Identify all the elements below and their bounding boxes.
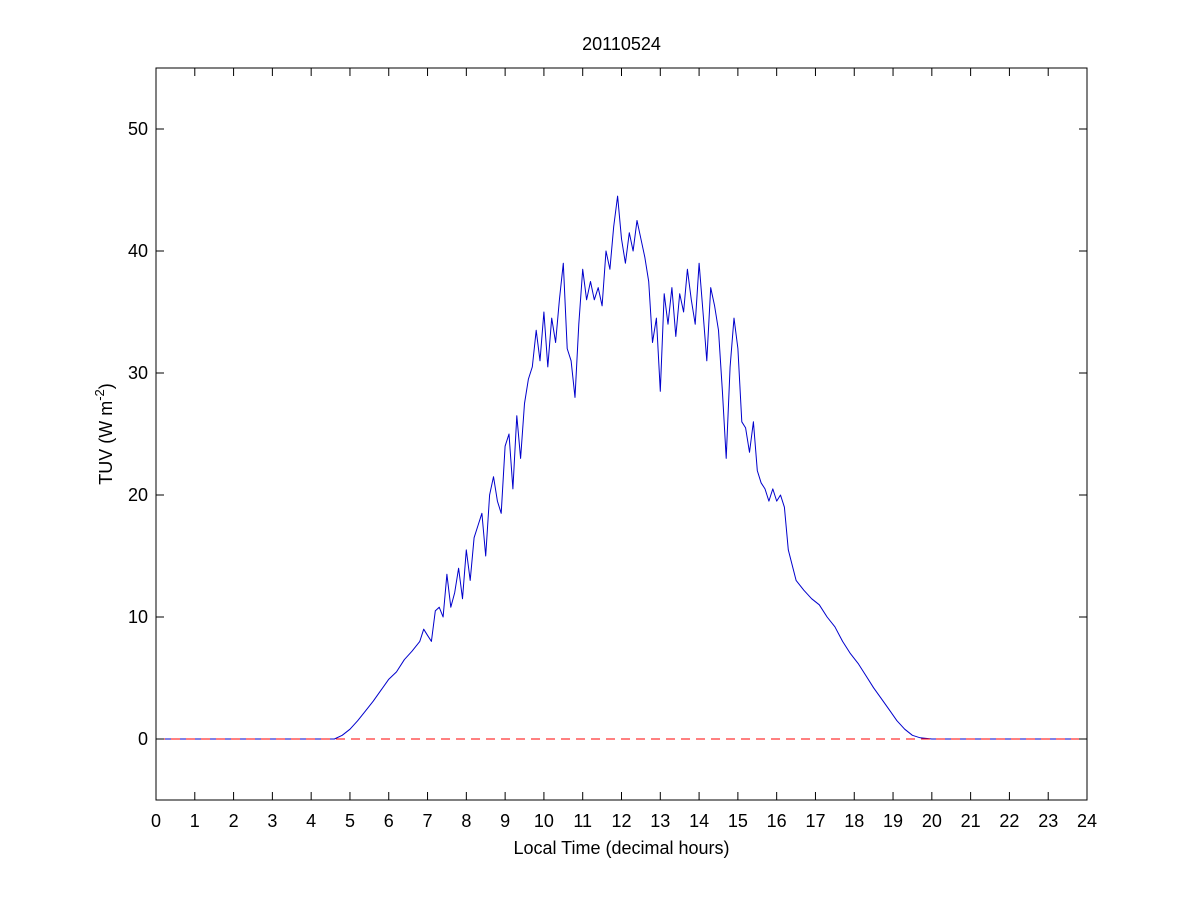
x-tick-label: 12: [611, 811, 631, 831]
y-tick-label: 0: [138, 729, 148, 749]
x-tick-label: 22: [999, 811, 1019, 831]
y-axis-label-close: ): [96, 383, 116, 389]
x-tick-label: 9: [500, 811, 510, 831]
x-tick-label: 16: [767, 811, 787, 831]
axis-ticks: 0 1 2 3 4 5 6 7 8 9 10 11 12 13 14 15 16 17 18 19 20 21 22 23 24…: [128, 68, 1097, 831]
x-tick-label: 3: [267, 811, 277, 831]
x-tick-label: 11: [573, 811, 592, 831]
series-line-tuv: [156, 195, 1087, 740]
x-tick-label: 19: [883, 811, 903, 831]
x-tick-label: 20: [922, 811, 942, 831]
y-tick-label: 50: [128, 119, 148, 139]
x-tick-label: 14: [689, 811, 709, 831]
x-tick-label: 15: [728, 811, 748, 831]
x-tick-label: 0: [151, 811, 161, 831]
plot-area: [156, 195, 1087, 740]
x-tick-label: 10: [534, 811, 554, 831]
y-tick-label: 10: [128, 607, 148, 627]
x-tick-label: 18: [844, 811, 864, 831]
x-tick-label: 23: [1038, 811, 1058, 831]
x-tick-label: 1: [190, 811, 200, 831]
y-tick-label: 20: [128, 485, 148, 505]
x-tick-label: 7: [423, 811, 433, 831]
y-axis-label-main: TUV (W m: [96, 401, 116, 485]
x-tick-label: 6: [384, 811, 394, 831]
plot-frame: [155, 67, 1088, 801]
y-tick-label: 40: [128, 241, 148, 261]
x-tick-label: 21: [961, 811, 981, 831]
y-axis-label-exponent: -2: [92, 389, 107, 401]
x-tick-label: 2: [229, 811, 239, 831]
chart-title: 20110524: [582, 34, 661, 54]
x-axis-label: Local Time (decimal hours): [513, 838, 729, 858]
x-tick-label: 8: [461, 811, 471, 831]
x-tick-label: 13: [650, 811, 670, 831]
x-tick-label: 24: [1077, 811, 1097, 831]
x-tick-label: 5: [345, 811, 355, 831]
y-tick-label: 30: [128, 363, 148, 383]
x-tick-label: 17: [805, 811, 825, 831]
y-axis-label: TUV (W m-2): [92, 383, 116, 485]
x-tick-label: 4: [306, 811, 316, 831]
